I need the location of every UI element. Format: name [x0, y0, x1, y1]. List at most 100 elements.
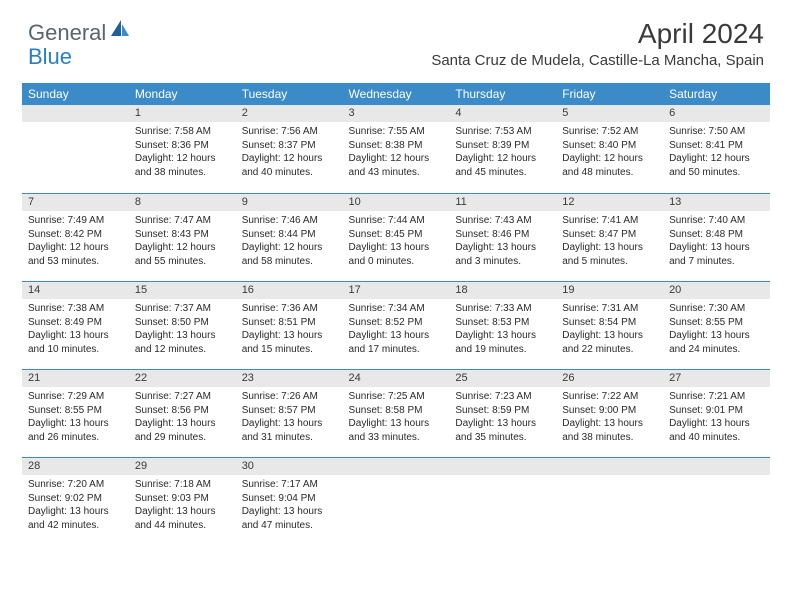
day-details: Sunrise: 7:58 AMSunset: 8:36 PMDaylight:… [129, 122, 236, 183]
day-details [663, 475, 770, 531]
day-cell: 22Sunrise: 7:27 AMSunset: 8:56 PMDayligh… [129, 369, 236, 457]
brand-text-general: General [28, 20, 106, 46]
daylight-line: Daylight: 13 hours and 29 minutes. [135, 417, 230, 444]
sunrise-line: Sunrise: 7:56 AM [242, 125, 337, 139]
daylight-line: Daylight: 13 hours and 5 minutes. [562, 241, 657, 268]
sunrise-line: Sunrise: 7:17 AM [242, 478, 337, 492]
day-cell [343, 457, 450, 545]
sunrise-line: Sunrise: 7:50 AM [669, 125, 764, 139]
day-number: 1 [129, 105, 236, 122]
daylight-line: Daylight: 13 hours and 42 minutes. [28, 505, 123, 532]
daylight-line: Daylight: 13 hours and 26 minutes. [28, 417, 123, 444]
calendar-table: Sunday Monday Tuesday Wednesday Thursday… [22, 83, 770, 545]
weekday-header: Sunday [22, 83, 129, 105]
day-number: 2 [236, 105, 343, 122]
weekday-header: Thursday [449, 83, 556, 105]
day-cell: 13Sunrise: 7:40 AMSunset: 8:48 PMDayligh… [663, 193, 770, 281]
week-row: 1Sunrise: 7:58 AMSunset: 8:36 PMDaylight… [22, 105, 770, 193]
day-details: Sunrise: 7:38 AMSunset: 8:49 PMDaylight:… [22, 299, 129, 360]
day-details [556, 475, 663, 531]
day-number: 5 [556, 105, 663, 122]
day-cell: 14Sunrise: 7:38 AMSunset: 8:49 PMDayligh… [22, 281, 129, 369]
sunrise-line: Sunrise: 7:20 AM [28, 478, 123, 492]
day-details: Sunrise: 7:20 AMSunset: 9:02 PMDaylight:… [22, 475, 129, 536]
day-cell: 6Sunrise: 7:50 AMSunset: 8:41 PMDaylight… [663, 105, 770, 193]
sunset-line: Sunset: 8:52 PM [349, 316, 444, 330]
sunrise-line: Sunrise: 7:21 AM [669, 390, 764, 404]
sunset-line: Sunset: 8:53 PM [455, 316, 550, 330]
sunset-line: Sunset: 8:38 PM [349, 139, 444, 153]
day-number [343, 458, 450, 475]
day-details [22, 122, 129, 178]
day-details: Sunrise: 7:47 AMSunset: 8:43 PMDaylight:… [129, 211, 236, 272]
daylight-line: Daylight: 13 hours and 22 minutes. [562, 329, 657, 356]
daylight-line: Daylight: 12 hours and 58 minutes. [242, 241, 337, 268]
daylight-line: Daylight: 13 hours and 40 minutes. [669, 417, 764, 444]
day-cell: 19Sunrise: 7:31 AMSunset: 8:54 PMDayligh… [556, 281, 663, 369]
daylight-line: Daylight: 12 hours and 48 minutes. [562, 152, 657, 179]
sunrise-line: Sunrise: 7:40 AM [669, 214, 764, 228]
sunset-line: Sunset: 8:51 PM [242, 316, 337, 330]
sunset-line: Sunset: 8:56 PM [135, 404, 230, 418]
day-number: 11 [449, 194, 556, 211]
day-number: 23 [236, 370, 343, 387]
day-cell: 7Sunrise: 7:49 AMSunset: 8:42 PMDaylight… [22, 193, 129, 281]
sunrise-line: Sunrise: 7:47 AM [135, 214, 230, 228]
day-details: Sunrise: 7:37 AMSunset: 8:50 PMDaylight:… [129, 299, 236, 360]
day-number: 29 [129, 458, 236, 475]
sunrise-line: Sunrise: 7:43 AM [455, 214, 550, 228]
day-number: 24 [343, 370, 450, 387]
sunrise-line: Sunrise: 7:18 AM [135, 478, 230, 492]
weekday-header: Tuesday [236, 83, 343, 105]
day-cell [22, 105, 129, 193]
day-cell: 5Sunrise: 7:52 AMSunset: 8:40 PMDaylight… [556, 105, 663, 193]
day-number: 7 [22, 194, 129, 211]
day-number: 10 [343, 194, 450, 211]
day-cell: 9Sunrise: 7:46 AMSunset: 8:44 PMDaylight… [236, 193, 343, 281]
sunset-line: Sunset: 8:47 PM [562, 228, 657, 242]
day-cell: 3Sunrise: 7:55 AMSunset: 8:38 PMDaylight… [343, 105, 450, 193]
day-details: Sunrise: 7:55 AMSunset: 8:38 PMDaylight:… [343, 122, 450, 183]
daylight-line: Daylight: 13 hours and 44 minutes. [135, 505, 230, 532]
sunset-line: Sunset: 9:03 PM [135, 492, 230, 506]
day-details: Sunrise: 7:18 AMSunset: 9:03 PMDaylight:… [129, 475, 236, 536]
brand-text-blue: Blue [28, 44, 72, 69]
day-number: 30 [236, 458, 343, 475]
day-number [22, 105, 129, 122]
day-number: 9 [236, 194, 343, 211]
sunset-line: Sunset: 8:36 PM [135, 139, 230, 153]
day-details: Sunrise: 7:31 AMSunset: 8:54 PMDaylight:… [556, 299, 663, 360]
sunset-line: Sunset: 8:54 PM [562, 316, 657, 330]
day-details: Sunrise: 7:36 AMSunset: 8:51 PMDaylight:… [236, 299, 343, 360]
day-cell: 20Sunrise: 7:30 AMSunset: 8:55 PMDayligh… [663, 281, 770, 369]
sunrise-line: Sunrise: 7:34 AM [349, 302, 444, 316]
brand-blue-wrap: Blue [28, 44, 72, 70]
sunset-line: Sunset: 8:42 PM [28, 228, 123, 242]
sunset-line: Sunset: 8:59 PM [455, 404, 550, 418]
daylight-line: Daylight: 13 hours and 38 minutes. [562, 417, 657, 444]
sunset-line: Sunset: 8:37 PM [242, 139, 337, 153]
sunset-line: Sunset: 9:04 PM [242, 492, 337, 506]
daylight-line: Daylight: 13 hours and 0 minutes. [349, 241, 444, 268]
day-cell: 17Sunrise: 7:34 AMSunset: 8:52 PMDayligh… [343, 281, 450, 369]
sunrise-line: Sunrise: 7:25 AM [349, 390, 444, 404]
month-title: April 2024 [431, 18, 764, 50]
day-number: 13 [663, 194, 770, 211]
day-details: Sunrise: 7:26 AMSunset: 8:57 PMDaylight:… [236, 387, 343, 448]
sunset-line: Sunset: 8:39 PM [455, 139, 550, 153]
weekday-header: Friday [556, 83, 663, 105]
calendar-head: Sunday Monday Tuesday Wednesday Thursday… [22, 83, 770, 105]
day-number: 4 [449, 105, 556, 122]
daylight-line: Daylight: 13 hours and 33 minutes. [349, 417, 444, 444]
week-row: 7Sunrise: 7:49 AMSunset: 8:42 PMDaylight… [22, 193, 770, 281]
daylight-line: Daylight: 12 hours and 43 minutes. [349, 152, 444, 179]
daylight-line: Daylight: 13 hours and 7 minutes. [669, 241, 764, 268]
day-number: 20 [663, 282, 770, 299]
sunrise-line: Sunrise: 7:38 AM [28, 302, 123, 316]
day-details [449, 475, 556, 531]
sunrise-line: Sunrise: 7:53 AM [455, 125, 550, 139]
day-details: Sunrise: 7:25 AMSunset: 8:58 PMDaylight:… [343, 387, 450, 448]
sunset-line: Sunset: 8:49 PM [28, 316, 123, 330]
day-cell: 29Sunrise: 7:18 AMSunset: 9:03 PMDayligh… [129, 457, 236, 545]
day-cell: 10Sunrise: 7:44 AMSunset: 8:45 PMDayligh… [343, 193, 450, 281]
